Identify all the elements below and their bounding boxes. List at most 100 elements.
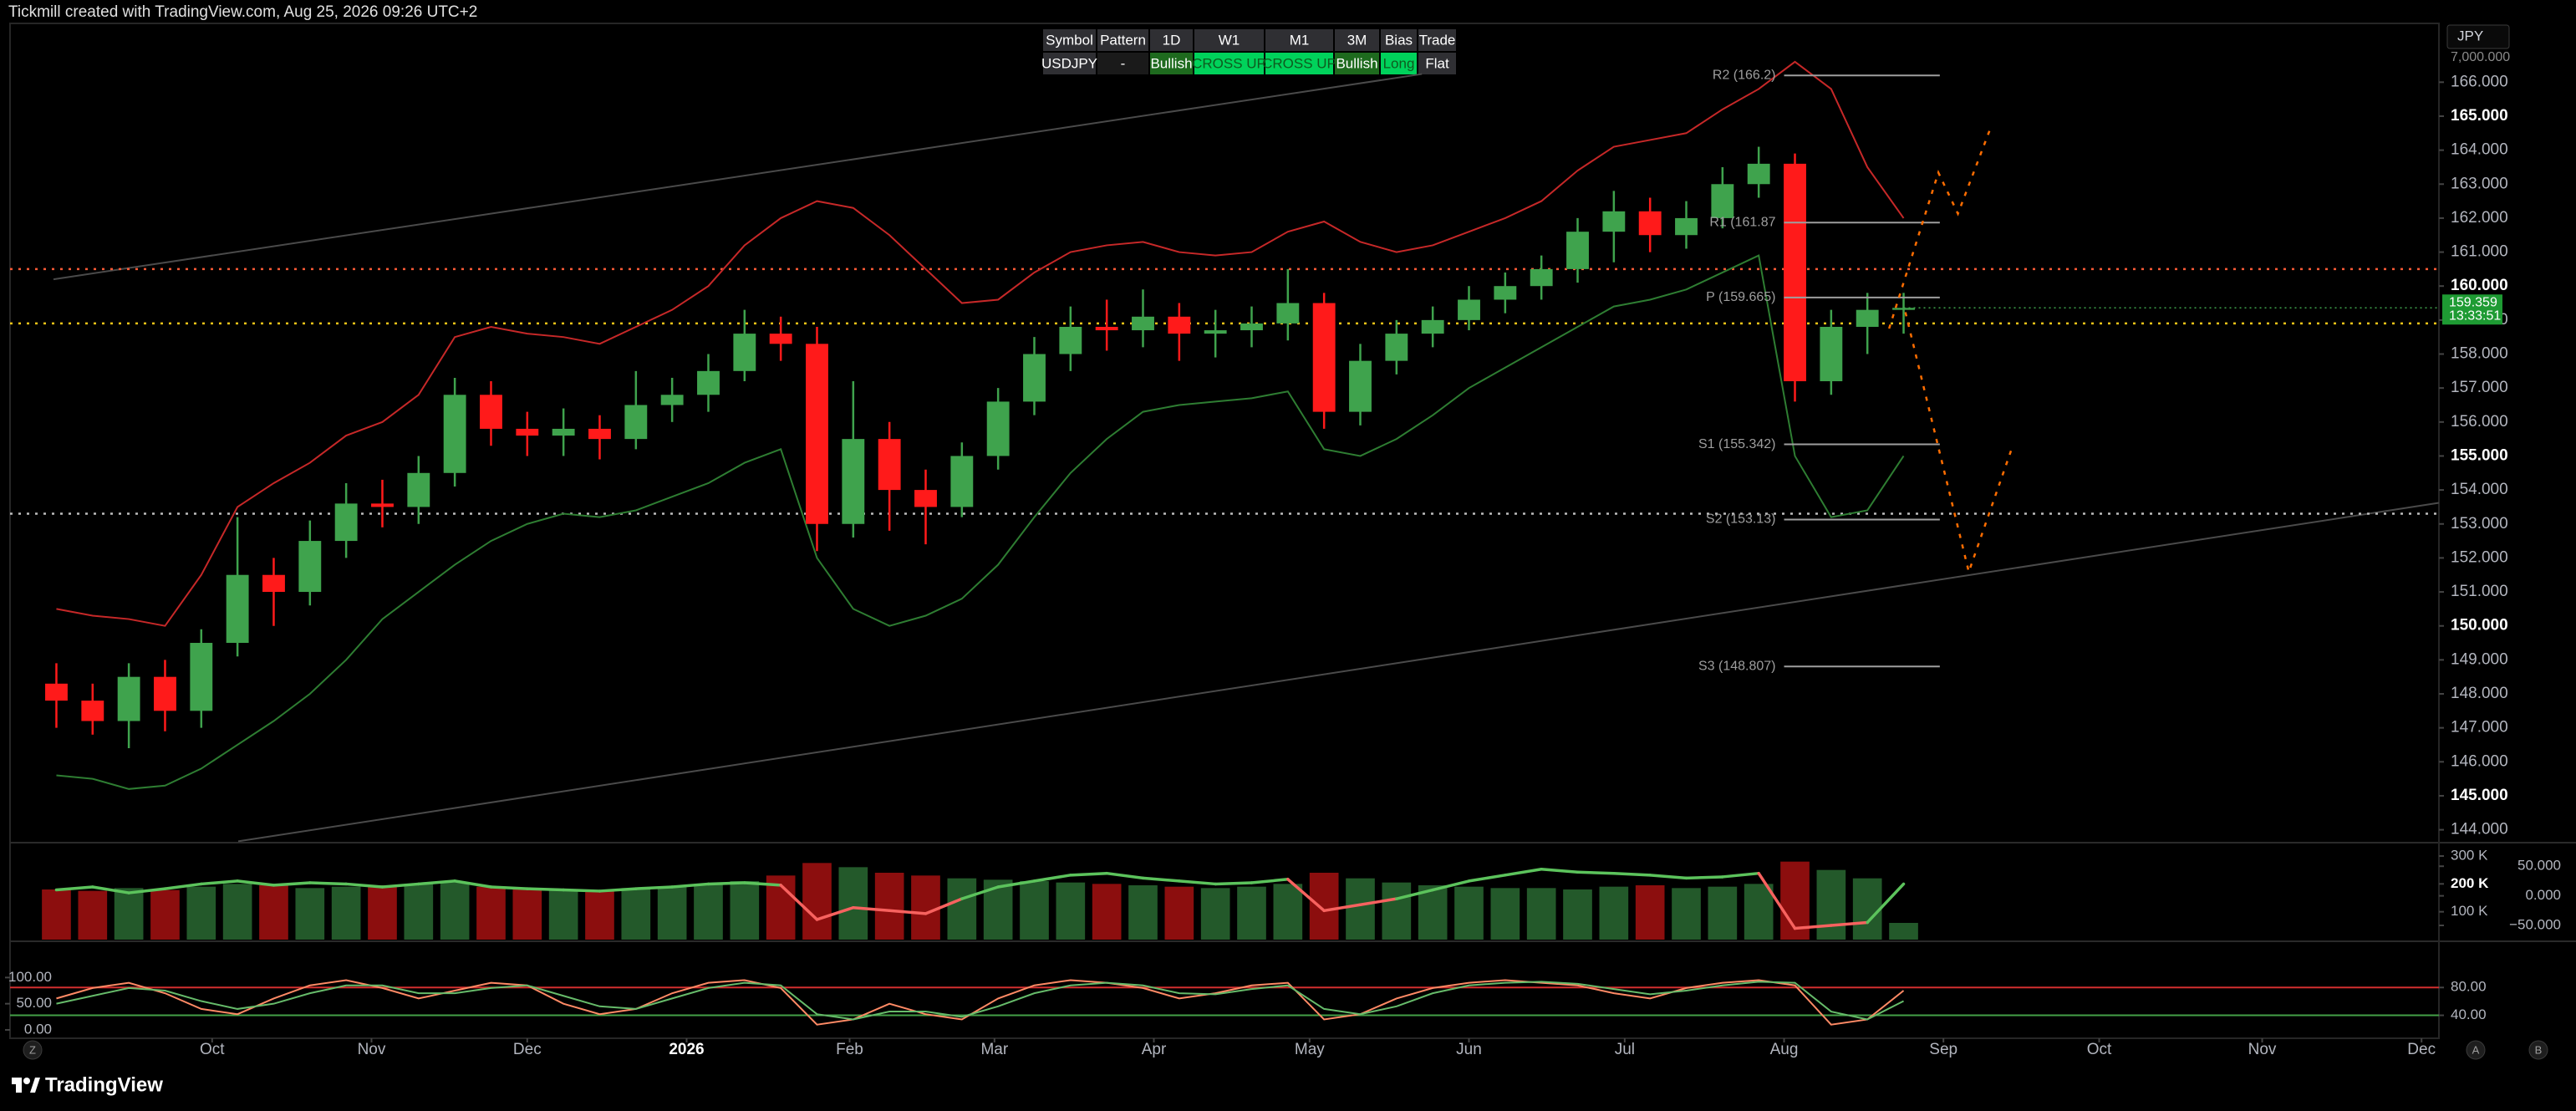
scale-button[interactable] bbox=[2528, 1040, 2548, 1060]
momentum-segment bbox=[91, 885, 130, 894]
momentum-segment bbox=[852, 906, 891, 913]
header-title: Tickmill created with TradingView.com, A… bbox=[8, 3, 477, 21]
table-cell-text: Flat bbox=[1425, 55, 1449, 71]
candle-body bbox=[262, 574, 285, 593]
x-tick-label: 2026 bbox=[669, 1041, 704, 1058]
volume-bar bbox=[512, 888, 542, 940]
candle-body bbox=[842, 439, 865, 524]
footer-brand: TradingView bbox=[45, 1073, 163, 1096]
table-header-cell bbox=[1335, 29, 1379, 51]
y-tick-label: −50.000 bbox=[2509, 916, 2561, 932]
y-tick-label: 144.000 bbox=[2451, 821, 2508, 838]
volume-bar bbox=[1092, 884, 1122, 940]
table-header-text: Symbol bbox=[1046, 32, 1093, 48]
candle-body bbox=[1240, 323, 1263, 331]
momentum-segment bbox=[1684, 875, 1724, 880]
candle-body bbox=[697, 370, 720, 395]
scale-button-label[interactable]: B bbox=[2535, 1043, 2543, 1056]
volume-bar bbox=[694, 884, 723, 940]
y-tick-label: 0.00 bbox=[24, 1021, 52, 1037]
volume-bar bbox=[1273, 884, 1303, 940]
table-header-cell bbox=[1381, 29, 1417, 51]
table-header-cell bbox=[1150, 29, 1193, 51]
x-tick-label: Oct bbox=[2087, 1041, 2112, 1058]
scale-button-label[interactable]: Z bbox=[29, 1043, 36, 1056]
scale-button[interactable] bbox=[23, 1040, 43, 1060]
momentum-segment bbox=[743, 881, 782, 887]
momentum-segment bbox=[1793, 924, 1833, 930]
momentum-segment bbox=[1358, 897, 1398, 906]
volume-bar bbox=[730, 881, 760, 940]
volume-bar bbox=[295, 888, 325, 940]
y-tick-label: 162.000 bbox=[2451, 209, 2508, 227]
momentum-segment bbox=[127, 887, 167, 894]
currency-box[interactable] bbox=[2446, 24, 2510, 49]
y-tick-label: 165.000 bbox=[2451, 107, 2508, 125]
y-tick-label: 161.000 bbox=[2451, 243, 2508, 261]
momentum-segment bbox=[1612, 871, 1652, 877]
scale-button-label[interactable]: A bbox=[2472, 1043, 2480, 1056]
volume-bar bbox=[1708, 886, 1738, 940]
table-header-text: 3M bbox=[1347, 32, 1367, 48]
band-line bbox=[56, 254, 1905, 790]
candle-body bbox=[1638, 211, 1662, 236]
x-tick-label: Dec bbox=[513, 1041, 542, 1058]
momentum-segment bbox=[1540, 867, 1580, 874]
pivot-label: S3 (148.807) bbox=[1698, 659, 1776, 673]
y-tick-label: 150.000 bbox=[2451, 617, 2508, 634]
momentum-segment bbox=[1576, 870, 1616, 875]
x-tick-label: Nov bbox=[2248, 1041, 2277, 1058]
momentum-segment bbox=[453, 879, 493, 889]
table-cell-text: - bbox=[1121, 55, 1126, 71]
trendline bbox=[237, 502, 2440, 843]
logo-mark bbox=[23, 1078, 30, 1084]
volume-bar bbox=[78, 890, 108, 940]
momentum-segment bbox=[888, 909, 928, 915]
momentum-segment bbox=[815, 906, 855, 921]
x-tick-label: Nov bbox=[358, 1041, 386, 1058]
volume-bar bbox=[1599, 886, 1629, 940]
table-header-cell bbox=[1265, 29, 1333, 51]
momentum-segment bbox=[1286, 878, 1326, 913]
y-tick-label: 166.000 bbox=[2451, 73, 2508, 90]
candle-body bbox=[1530, 268, 1553, 287]
candle-body bbox=[334, 503, 358, 542]
currency-label[interactable]: JPY bbox=[2457, 28, 2483, 43]
momentum-segment bbox=[634, 885, 674, 890]
y-tick-label: 147.000 bbox=[2451, 719, 2508, 736]
table-header-cell bbox=[1097, 29, 1148, 51]
y-tick-label: 0.000 bbox=[2525, 887, 2561, 903]
y-tick-label: 156.000 bbox=[2451, 413, 2508, 431]
y-tick-label: 163.000 bbox=[2451, 175, 2508, 192]
volume-bar bbox=[1889, 923, 1918, 940]
candle-body bbox=[1204, 330, 1227, 334]
volume-bar bbox=[1526, 888, 1556, 940]
table-cell bbox=[1418, 53, 1456, 74]
candle-body bbox=[1711, 184, 1734, 218]
pivot-label: R2 (166.2) bbox=[1713, 68, 1776, 82]
y-tick-label: 158.000 bbox=[2451, 345, 2508, 363]
y-tick-label: 145.000 bbox=[2451, 787, 2508, 804]
y-tick-label: 146.000 bbox=[2451, 752, 2508, 770]
volume-bar bbox=[838, 867, 868, 940]
y-tick-label: 100 K bbox=[2451, 903, 2488, 919]
oscillator-line bbox=[56, 979, 1905, 1026]
y-tick-label: 151.000 bbox=[2451, 583, 2508, 600]
candle-body bbox=[1856, 309, 1879, 327]
x-tick-label: Aug bbox=[1770, 1041, 1799, 1058]
candle-body bbox=[769, 334, 792, 344]
volume-bar bbox=[548, 889, 578, 940]
candle-body bbox=[1675, 217, 1698, 236]
table-cell-text: USDJPY bbox=[1041, 55, 1097, 71]
last-price-label: 159.359 bbox=[2449, 295, 2497, 309]
scale-button[interactable] bbox=[2466, 1040, 2486, 1060]
volume-bar bbox=[657, 886, 687, 940]
x-tick-label: Dec bbox=[2407, 1041, 2436, 1058]
volume-bar bbox=[1672, 888, 1701, 940]
x-tick-label: Jun bbox=[1456, 1041, 1482, 1058]
table-cell bbox=[1265, 53, 1333, 74]
volume-bar bbox=[259, 885, 288, 940]
momentum-segment bbox=[344, 882, 384, 889]
momentum-segment bbox=[1431, 879, 1471, 892]
